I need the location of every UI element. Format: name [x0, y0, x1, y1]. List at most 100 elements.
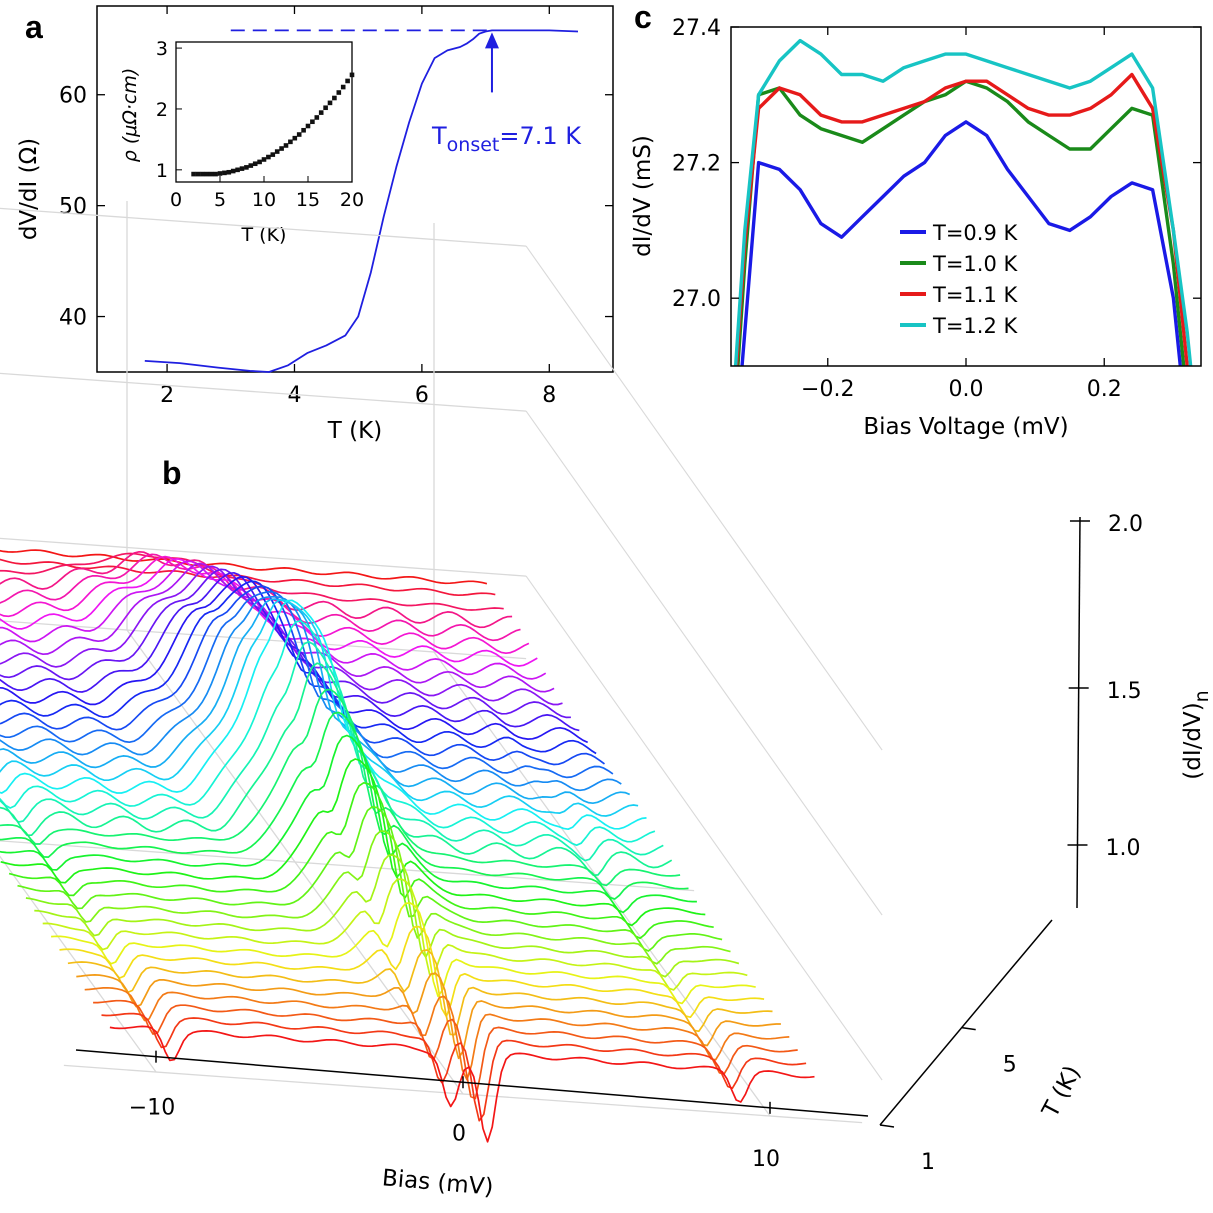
a-xtick-label: 8 — [542, 383, 556, 408]
inset-point — [248, 163, 254, 168]
panel-a-inset: 0 5 10 15 20 1 2 3 T (K) ρ (μΩ·cm) — [119, 38, 364, 246]
b-spectrum-curve — [84, 986, 790, 1081]
c-ytick-label: 27.0 — [672, 287, 721, 312]
inset-point — [323, 105, 328, 111]
b-spectrum-curve — [0, 758, 706, 927]
inset-xtick-label: 10 — [252, 189, 276, 211]
panel-b-xlabel: Bias (mV) — [381, 1165, 494, 1201]
inset-point — [327, 100, 333, 106]
c-ytick-label: 27.2 — [672, 152, 721, 177]
inset-point — [288, 139, 293, 145]
inset-point — [279, 146, 284, 151]
inset-point — [195, 171, 201, 177]
inset-points — [191, 72, 355, 177]
panel-b-curves — [0, 549, 815, 1143]
b-spectrum-curve — [0, 598, 631, 805]
inset-point — [283, 143, 289, 148]
b-spectrum-curve — [0, 662, 673, 877]
inset-point — [213, 171, 218, 177]
panel-letter-b: b — [162, 455, 182, 491]
a-ytick-label: 50 — [59, 195, 87, 220]
b-grid-line — [63, 1064, 863, 1124]
b-spectrum-curve — [0, 734, 697, 914]
b-spectrum-curve — [0, 568, 571, 719]
a-ytick-label: 60 — [59, 84, 87, 109]
panel-a-annotation: Tonset=7.1 K — [431, 32, 582, 156]
inset-ytick-label: 3 — [156, 38, 168, 60]
inset-point — [252, 161, 258, 167]
a-series-line — [144, 29, 579, 373]
b-spectrum-curve — [76, 972, 781, 1060]
panel-a-series — [144, 29, 579, 373]
inset-ytick-label: 2 — [156, 99, 168, 121]
b-grid-line — [0, 840, 695, 892]
panel-letter-a: a — [25, 9, 43, 45]
panel-c-ticks: −0.2 0.0 0.2 27.0 27.2 27.4 — [672, 16, 1201, 402]
b-spectrum-curve — [0, 590, 614, 779]
inset-xtick-label: 20 — [340, 189, 364, 211]
b-spectrum-curve — [0, 620, 656, 847]
b-grid-line — [525, 575, 883, 1081]
b-spectrum-curve — [0, 565, 563, 706]
c-xtick-label: 0.0 — [949, 377, 984, 402]
a-annotation-sub: onset — [447, 134, 500, 156]
b-bias-axis — [75, 1049, 869, 1117]
b-grid-line — [525, 410, 883, 916]
inset-xtick-label: 5 — [214, 189, 226, 211]
inset-ticks: 0 5 10 15 20 1 2 3 — [156, 38, 364, 211]
b-spectrum-curve — [0, 599, 647, 831]
b-spectrum-curve — [25, 830, 731, 965]
inset-xtick-label: 0 — [170, 189, 182, 211]
b-z-axis — [1076, 516, 1081, 909]
a-xtick-label: 4 — [287, 383, 301, 408]
a-arrowhead — [484, 32, 499, 49]
a-xtick-label: 6 — [415, 383, 429, 408]
c-xtick-label: 0.2 — [1087, 377, 1122, 402]
c-series-line — [734, 72, 1189, 366]
panel-c-ylabel: dI/dV (mS) — [630, 135, 656, 257]
b-bias-tick-label: −10 — [129, 1096, 175, 1121]
b-grid-line — [0, 207, 527, 247]
a-annotation-label: Tonset=7.1 K — [431, 122, 582, 156]
inset-point — [244, 165, 249, 170]
c-series-line — [740, 120, 1183, 366]
inset-point — [204, 171, 210, 177]
b-bias-tick-label: 0 — [452, 1121, 466, 1146]
panel-b-grid — [0, 201, 883, 1124]
panel-c: c −0.2 0.0 0.227.027.227.4 T=0.9 KT=1.0 KT… — [630, 0, 1202, 440]
inset-point — [314, 115, 320, 120]
b-spectrum-curve — [0, 688, 681, 887]
b-grid-line — [0, 372, 527, 412]
inset-point — [310, 119, 315, 125]
panel-b-zlabel-main: (dI/dV) — [1180, 702, 1206, 779]
b-z-tick-label: 2.0 — [1108, 512, 1143, 537]
b-spectrum-curve — [67, 949, 773, 1036]
b-spectrum-curve — [8, 781, 714, 940]
b-spectrum-curve — [0, 711, 689, 900]
b-temp-axis — [879, 919, 1053, 1126]
panel-a-plot-area — [96, 5, 614, 373]
c-series-line — [736, 79, 1186, 366]
b-spectrum-curve — [0, 549, 488, 585]
b-temp-tick — [879, 1124, 895, 1128]
b-spectrum-curve — [0, 555, 530, 655]
inset-point — [305, 123, 311, 129]
b-z-tick-label: 1.5 — [1107, 679, 1142, 704]
panel-a-xlabel: T (K) — [327, 418, 382, 444]
inset-point — [257, 159, 262, 165]
inset-point — [301, 127, 306, 133]
panel-b: b −10 0 10 1 5 1.0 1.5 2.0 Bias (mV) T (K) (dI/… — [0, 201, 1213, 1201]
b-spectrum-curve — [0, 599, 639, 817]
inset-point — [239, 166, 245, 171]
inset-point — [217, 171, 223, 176]
b-z-tick-label: 1.0 — [1105, 836, 1140, 861]
inset-point — [266, 154, 271, 160]
inset-point — [274, 149, 280, 154]
inset-point — [349, 72, 355, 78]
panel-b-ylabel: T (K) — [1037, 1062, 1086, 1123]
b-spectrum-curve — [0, 580, 597, 755]
inset-point — [292, 135, 298, 141]
c-legend-label: T=1.1 K — [932, 283, 1018, 307]
